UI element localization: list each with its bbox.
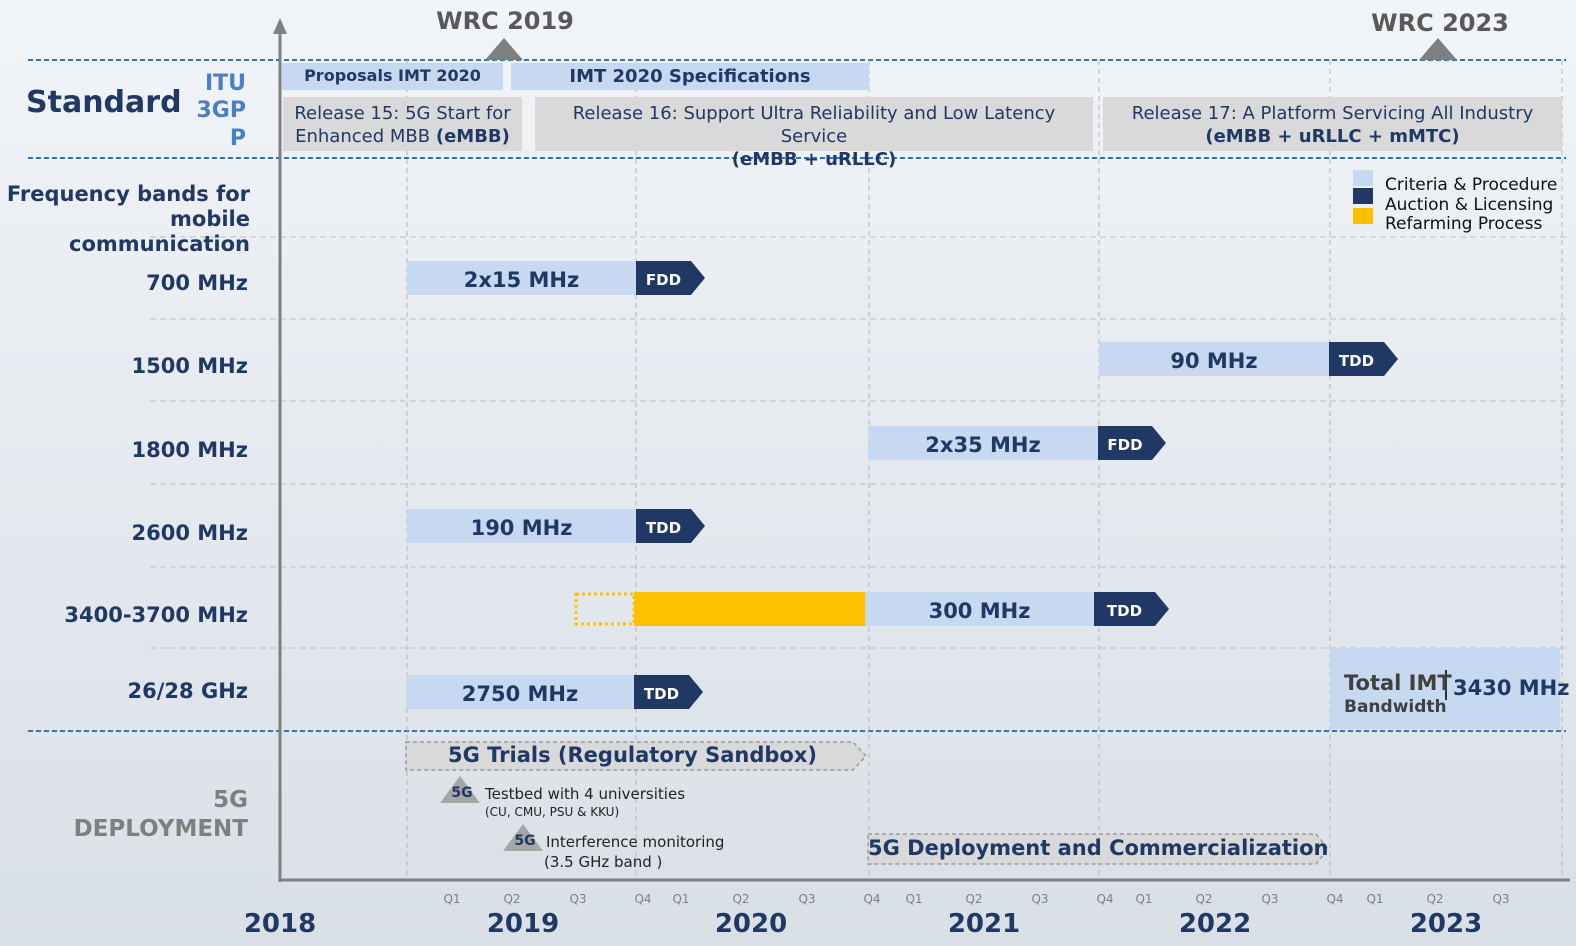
- release-label: Release 16: Support Ultra Reliability an…: [541, 102, 1087, 171]
- total-value: 3430 MHz: [1453, 677, 1569, 700]
- band-label: 3400-3700 MHz: [20, 604, 248, 627]
- band-amount: 90 MHz: [1099, 350, 1329, 373]
- legend-label: Refarming Process: [1385, 215, 1542, 234]
- band-amount: 2x35 MHz: [868, 434, 1098, 457]
- quarter-label: Q2: [1184, 893, 1224, 906]
- legend-swatch: [1353, 170, 1373, 186]
- legend-label: Auction & Licensing: [1385, 196, 1553, 215]
- itu-label: ITU: [196, 72, 246, 96]
- release-label: Release 17: A Platform Servicing All Ind…: [1109, 102, 1556, 148]
- legend-swatch: [1353, 208, 1373, 224]
- itu-phase-label: IMT 2020 Specifications: [511, 67, 869, 87]
- wrc-label: WRC 2023: [1360, 10, 1520, 36]
- refarming-bar: [634, 592, 865, 626]
- band-label: 700 MHz: [20, 272, 248, 295]
- legend-swatch: [1353, 188, 1373, 204]
- total-label: Total IMT: [1344, 672, 1452, 695]
- milestone-note: (CU, CMU, PSU & KKU): [485, 806, 619, 819]
- frequency-title: Frequency bands for mobile communication: [4, 182, 250, 257]
- quarter-label: Q4: [852, 893, 892, 906]
- quarter-label: Q4: [1085, 893, 1125, 906]
- itu-phase-label: Proposals IMT 2020: [282, 67, 503, 85]
- year-label: 2021: [924, 910, 1044, 939]
- band-amount: 2750 MHz: [406, 683, 634, 706]
- band-amount: 300 MHz: [865, 600, 1094, 623]
- band-mode: TDD: [1094, 603, 1155, 620]
- standard-title: Standard: [26, 86, 182, 119]
- release-bold: (eMBB + uRLLC): [541, 148, 1087, 171]
- band-label: 1500 MHz: [20, 355, 248, 378]
- year-label: 2018: [220, 910, 340, 939]
- band-amount: 2x15 MHz: [407, 269, 636, 292]
- quarter-label: Q3: [1481, 893, 1521, 906]
- band-amount: 190 MHz: [407, 517, 636, 540]
- refarming-planned: [576, 594, 634, 624]
- band-mode: TDD: [636, 520, 691, 537]
- quarter-label: Q3: [1250, 893, 1290, 906]
- quarter-label: Q2: [492, 893, 532, 906]
- total-sub: Bandwidth: [1344, 698, 1447, 717]
- year-label: 2023: [1386, 910, 1506, 939]
- quarter-label: Q2: [954, 893, 994, 906]
- release-text: Release 16: Support Ultra Reliability an…: [573, 103, 1056, 147]
- release-text: Release 17: A Platform Servicing All Ind…: [1132, 103, 1534, 124]
- year-label: 2020: [691, 910, 811, 939]
- quarter-label: Q1: [1355, 893, 1395, 906]
- quarter-label: Q1: [432, 893, 472, 906]
- release-label: Release 15: 5G Start for Enhanced MBB (e…: [289, 102, 516, 148]
- wrc-label: WRC 2019: [425, 8, 585, 34]
- band-mode: TDD: [1329, 353, 1384, 370]
- axis-arrow: [273, 18, 287, 34]
- band-mode: FDD: [1098, 437, 1152, 454]
- band-mode: FDD: [636, 272, 691, 289]
- milestone-note: (3.5 GHz band ): [544, 854, 662, 871]
- band-label: 1800 MHz: [20, 439, 248, 462]
- quarter-label: Q3: [558, 893, 598, 906]
- wrc-marker: [1419, 38, 1457, 60]
- deployment-title: 5G DEPLOYMENT: [60, 786, 248, 844]
- trials-label: 5G Trials (Regulatory Sandbox): [406, 744, 859, 767]
- quarter-label: Q1: [661, 893, 701, 906]
- milestone-text: Interference monitoring: [546, 834, 724, 851]
- quarter-label: Q2: [1415, 893, 1455, 906]
- band-mode: TDD: [634, 686, 689, 703]
- gpp-label: 3GPP: [196, 97, 246, 153]
- year-label: 2022: [1155, 910, 1275, 939]
- quarter-label: Q2: [721, 893, 761, 906]
- quarter-label: Q3: [1020, 893, 1060, 906]
- quarter-label: Q1: [1124, 893, 1164, 906]
- milestone-badge: 5G: [440, 786, 484, 801]
- roadmap: WRC 2019 WRC 2023 Standard ITU3GPP Proposals…: [0, 0, 1576, 946]
- band-label: 2600 MHz: [20, 522, 248, 545]
- commercial-label: 5G Deployment and Commercialization: [868, 837, 1320, 860]
- legend-label: Criteria & Procedure: [1385, 176, 1557, 195]
- release-bold: (eMBB): [436, 126, 510, 147]
- quarter-label: Q1: [894, 893, 934, 906]
- milestone-text: Testbed with 4 universities: [485, 786, 685, 803]
- quarter-label: Q3: [787, 893, 827, 906]
- milestone-badge: 5G: [503, 834, 547, 849]
- wrc-marker: [485, 38, 523, 60]
- year-label: 2019: [463, 910, 583, 939]
- quarter-label: Q4: [623, 893, 663, 906]
- release-bold: (eMBB + uRLLC + mMTC): [1109, 125, 1556, 148]
- band-label: 26/28 GHz: [20, 680, 248, 703]
- quarter-label: Q4: [1315, 893, 1355, 906]
